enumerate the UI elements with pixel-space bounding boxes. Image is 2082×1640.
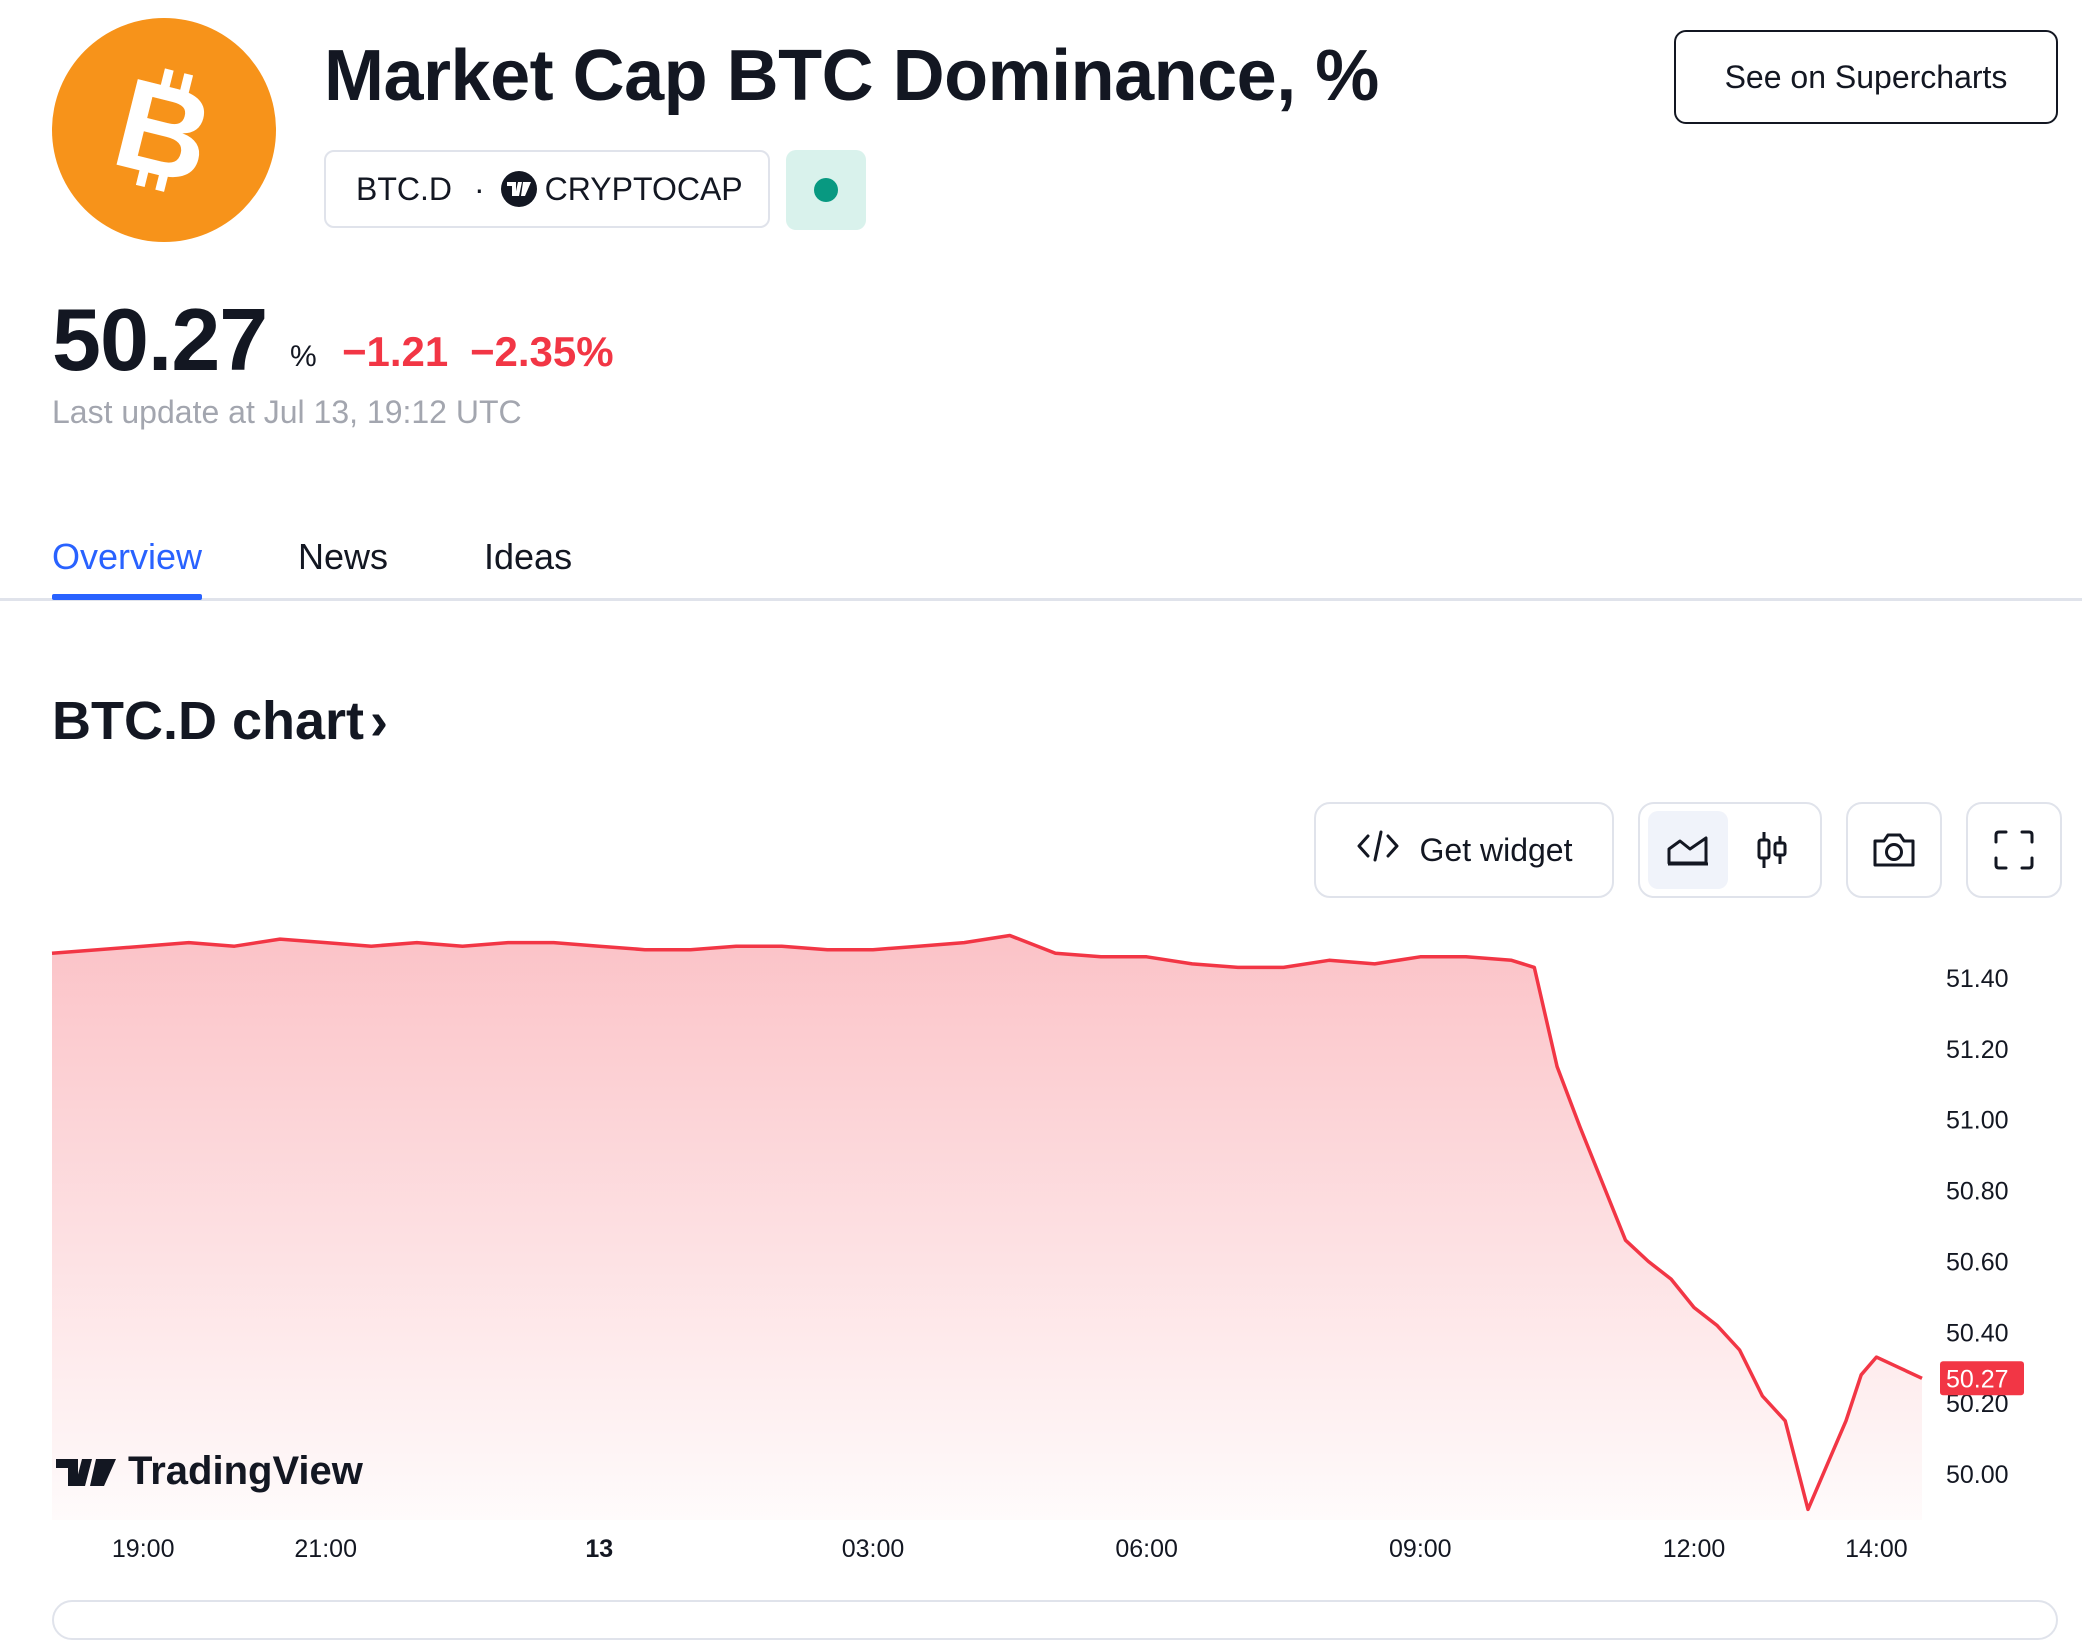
symbol-exchange-badge[interactable]: BTC.D · CRYPTOCAP (324, 150, 770, 228)
x-axis-tick-label: 03:00 (842, 1535, 905, 1563)
y-axis-tick-label: 50.60 (1946, 1248, 2009, 1276)
get-widget-label: Get widget (1420, 832, 1573, 869)
market-open-dot-icon (814, 178, 838, 202)
tab-news[interactable]: News (298, 536, 388, 578)
fullscreen-icon (1992, 828, 2036, 872)
y-axis-tick-label: 50.40 (1946, 1319, 2009, 1347)
svg-text:B: B (101, 51, 225, 212)
candles-chart-button[interactable] (1732, 811, 1812, 889)
y-axis-tick-label: 50.00 (1946, 1461, 2009, 1489)
y-axis-tick-label: 51.20 (1946, 1036, 2009, 1064)
y-axis-tick-label: 50.80 (1946, 1178, 2009, 1206)
page-title: Market Cap BTC Dominance, % (324, 30, 1379, 122)
price-value: 50.27 (52, 290, 267, 390)
area-chart-icon (1666, 833, 1710, 867)
fullscreen-button[interactable] (1966, 802, 2062, 898)
bitcoin-logo: B (52, 18, 276, 242)
x-axis-tick-label: 14:00 (1845, 1535, 1908, 1563)
see-on-supercharts-button[interactable]: See on Supercharts (1674, 30, 2058, 124)
price-change-percent: −2.35% (470, 328, 614, 376)
get-widget-button[interactable]: Get widget (1314, 802, 1614, 898)
chart-type-toggle (1638, 802, 1822, 898)
x-axis-tick-label: 19:00 (112, 1535, 175, 1563)
y-axis-tick-label: 51.40 (1946, 965, 2009, 993)
x-axis-tick-label: 21:00 (294, 1535, 357, 1563)
tradingview-wordmark: TradingView (128, 1449, 364, 1493)
tab-overview[interactable]: Overview (52, 536, 202, 578)
tab-ideas[interactable]: Ideas (484, 536, 572, 578)
price-unit: % (290, 340, 317, 374)
code-icon (1356, 828, 1400, 872)
last-update-text: Last update at Jul 13, 19:12 UTC (52, 394, 522, 431)
next-section-card (52, 1600, 2058, 1640)
series-area-fill (52, 936, 1922, 1521)
market-status-indicator[interactable] (786, 150, 866, 230)
chart-heading-text: BTC.D chart (52, 691, 364, 751)
chart-heading-link[interactable]: BTC.D chart› (52, 690, 388, 752)
exchange-label: CRYPTOCAP (545, 171, 743, 208)
price-chart[interactable]: 51.4051.2051.0050.8050.6050.4050.2050.00… (0, 920, 2082, 1580)
snapshot-button[interactable] (1846, 802, 1942, 898)
x-axis-tick-label: 09:00 (1389, 1535, 1452, 1563)
price-change: −1.21 (342, 328, 448, 376)
camera-icon (1871, 831, 1917, 869)
chevron-right-icon: › (370, 691, 388, 751)
active-tab-indicator (52, 594, 202, 600)
x-axis-tick-label: 12:00 (1663, 1535, 1726, 1563)
x-axis-tick-label: 06:00 (1115, 1535, 1178, 1563)
tabs-divider (0, 598, 2082, 601)
last-price-label: 50.27 (1946, 1365, 2009, 1393)
candles-icon (1754, 830, 1790, 870)
exchange-logo-icon (501, 171, 537, 207)
symbol-label: BTC.D (356, 171, 452, 208)
area-chart-button[interactable] (1648, 811, 1728, 889)
x-axis-tick-label: 13 (585, 1535, 613, 1563)
separator-dot: · (474, 171, 485, 208)
y-axis-tick-label: 51.00 (1946, 1107, 2009, 1135)
